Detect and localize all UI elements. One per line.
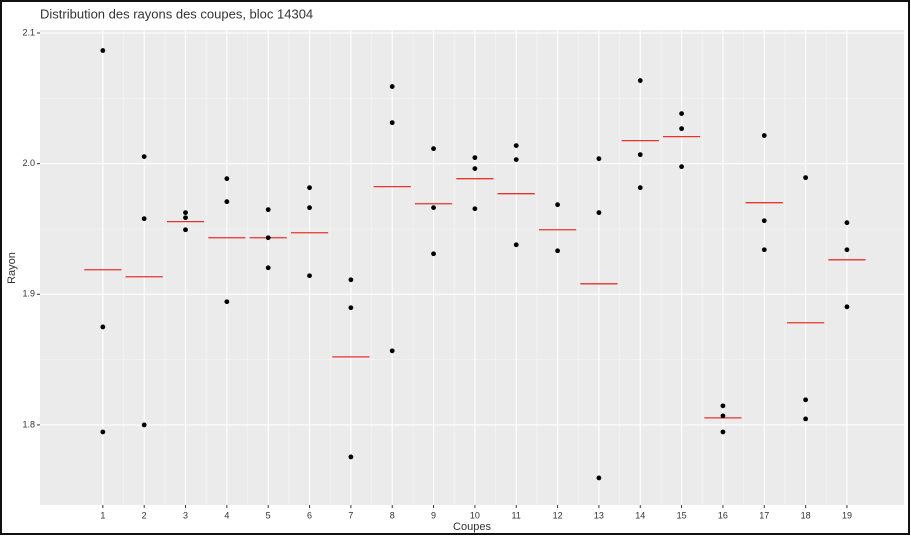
x-tick-label: 17 — [759, 510, 769, 520]
point — [803, 175, 809, 181]
x-tick-label: 19 — [842, 510, 852, 520]
point — [224, 199, 230, 205]
point — [761, 218, 767, 224]
x-tick-label: 5 — [266, 510, 271, 520]
chart-title: Distribution des rayons des coupes, bloc… — [40, 6, 313, 21]
point — [844, 247, 850, 253]
point — [596, 210, 602, 216]
point — [513, 157, 519, 162]
point — [513, 242, 519, 248]
point — [679, 111, 684, 117]
x-tick-label: 3 — [183, 510, 188, 520]
x-tick-label: 2 — [142, 510, 147, 520]
point — [389, 120, 395, 126]
point — [265, 265, 271, 271]
point — [307, 273, 312, 279]
point — [844, 304, 850, 310]
point — [431, 251, 436, 257]
point — [431, 205, 436, 211]
x-tick-label: 13 — [594, 510, 604, 520]
point — [224, 299, 230, 305]
point — [141, 154, 147, 159]
x-tick-label: 11 — [512, 510, 521, 520]
point — [389, 84, 395, 89]
point — [720, 403, 726, 409]
point — [183, 210, 188, 216]
y-tick-label: 2.1 — [22, 27, 35, 37]
y-tick-label: 2.0 — [22, 158, 35, 168]
y-axis-label: Rayon — [6, 252, 18, 284]
point — [141, 422, 147, 428]
point — [761, 247, 767, 253]
x-tick-label: 8 — [390, 510, 395, 520]
point — [389, 348, 395, 354]
x-tick-label: 15 — [677, 510, 687, 520]
point — [348, 277, 354, 283]
point — [472, 155, 478, 161]
point — [555, 248, 560, 254]
x-axis-label: Coupes — [453, 521, 491, 533]
point — [265, 207, 271, 213]
point — [348, 454, 354, 460]
x-tick-label: 14 — [635, 510, 645, 520]
point — [720, 413, 726, 419]
point — [679, 126, 684, 132]
point — [183, 215, 188, 221]
y-tick-label: 1.9 — [22, 289, 35, 299]
x-tick-label: 7 — [348, 510, 353, 520]
point — [141, 216, 147, 222]
point — [265, 235, 271, 241]
x-tick-label: 10 — [470, 510, 480, 520]
x-tick-label: 4 — [224, 510, 229, 520]
x-tick-label: 1 — [100, 510, 105, 520]
point — [679, 164, 684, 170]
point — [183, 227, 188, 233]
point — [100, 48, 106, 53]
point — [637, 78, 643, 83]
point — [472, 206, 478, 212]
x-tick-label: 6 — [307, 510, 312, 520]
point — [307, 185, 312, 191]
point — [844, 220, 850, 226]
point — [637, 185, 643, 191]
point — [761, 133, 767, 138]
point — [596, 156, 602, 162]
x-tick-label: 18 — [801, 510, 811, 520]
point — [224, 176, 230, 182]
point — [100, 324, 106, 330]
point — [803, 416, 809, 422]
point — [555, 202, 560, 208]
point — [596, 475, 602, 481]
point — [803, 397, 809, 403]
point — [307, 205, 312, 211]
y-tick-label: 1.8 — [22, 419, 35, 429]
point — [348, 305, 354, 311]
x-tick-label: 12 — [553, 510, 563, 520]
point — [431, 146, 436, 152]
point — [637, 152, 643, 158]
point — [513, 143, 519, 149]
x-tick-label: 9 — [431, 510, 436, 520]
point — [472, 166, 478, 172]
point — [100, 429, 106, 435]
panel — [40, 30, 904, 505]
x-tick-label: 16 — [718, 510, 728, 520]
point — [720, 429, 726, 435]
